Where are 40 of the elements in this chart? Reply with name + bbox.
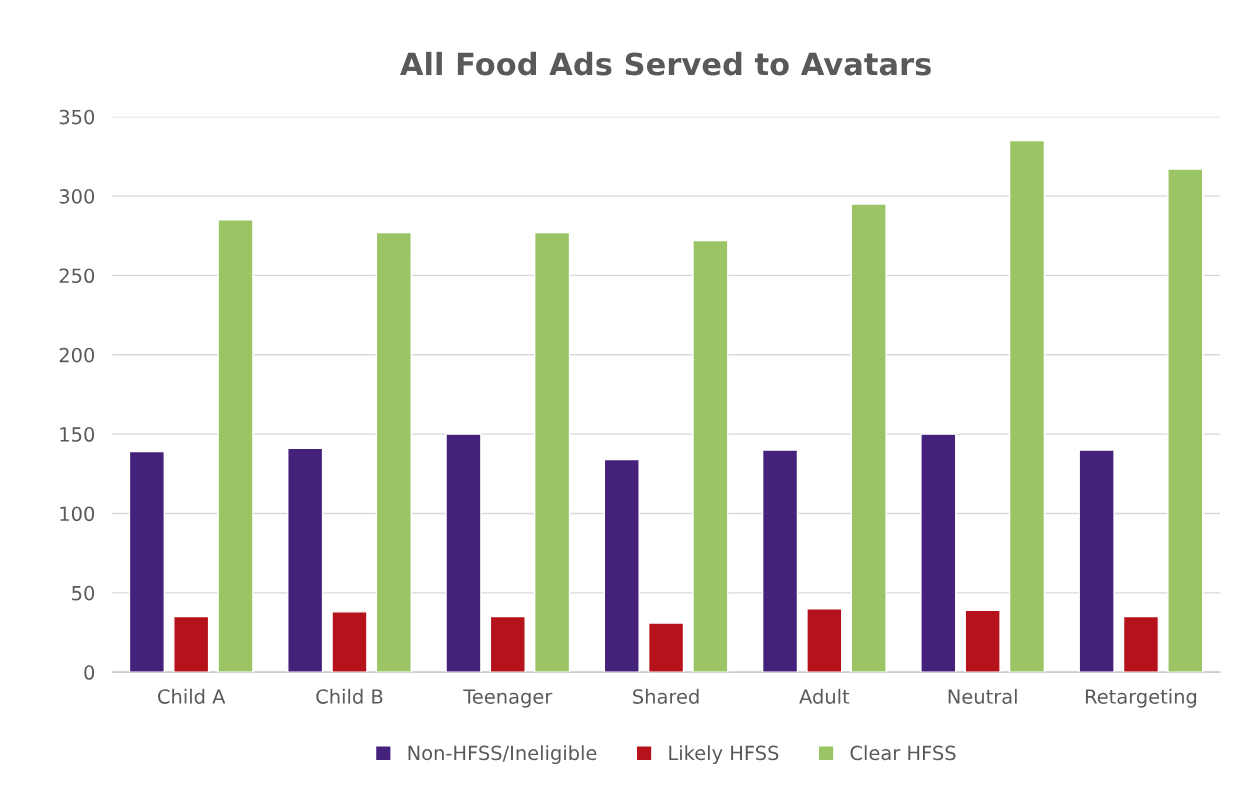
bar [1078, 449, 1115, 673]
x-tick-label: Adult [799, 688, 850, 704]
y-tick-label: 300 [59, 189, 95, 204]
bar [331, 611, 368, 673]
bar [850, 203, 887, 673]
bar [1008, 139, 1046, 673]
x-tick-label: Child B [316, 688, 383, 704]
x-tick-label: Teenager [463, 689, 553, 708]
y-tick-label: 200 [59, 347, 95, 363]
bar [647, 622, 685, 673]
bar [603, 458, 640, 673]
legend-label: Likely HFSS [669, 745, 779, 765]
bar [533, 231, 571, 673]
x-tick-label: Child A [158, 688, 226, 704]
bar [217, 219, 254, 673]
legend-label: Non-HFSS/Ineligible [408, 745, 597, 765]
x-tick-label: Retargeting [1085, 688, 1197, 708]
bar [920, 433, 957, 673]
bar [1167, 168, 1204, 673]
y-tick-label: 350 [59, 109, 95, 125]
bar [806, 608, 843, 673]
bar [489, 615, 526, 673]
x-tick-label: Shared [633, 688, 699, 704]
y-tick-label: 150 [60, 427, 95, 442]
x-tick-label: Neutral [948, 688, 1017, 704]
bar [1122, 615, 1160, 673]
bar [761, 449, 799, 673]
bar [287, 447, 324, 673]
bar [173, 615, 210, 673]
bar [692, 239, 729, 673]
chart-title: All Food Ads Served to Avatars [399, 51, 931, 76]
bar [375, 231, 412, 673]
y-tick-label: 100 [60, 506, 95, 522]
legend-label: Clear HFSS [850, 745, 956, 761]
bar [964, 609, 1001, 673]
y-tick-label: 0 [84, 665, 95, 680]
bar [445, 433, 482, 673]
y-tick-label: 250 [59, 268, 95, 284]
y-tick-label: 50 [72, 585, 95, 601]
bar [128, 450, 165, 673]
